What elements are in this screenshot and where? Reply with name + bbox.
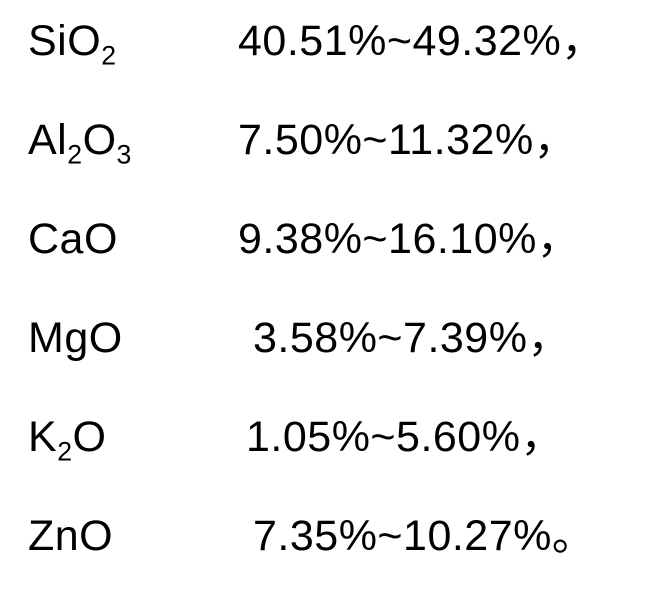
formula-cell: K2O (28, 416, 238, 459)
table-row: SiO2 40.51%~49.32%， (28, 20, 657, 119)
composition-table: SiO2 40.51%~49.32%， Al2O3 7.50%~11.32%， … (0, 0, 657, 601)
formula-cell: Al2O3 (28, 119, 238, 162)
range-cell: 9.38%~16.10%， (238, 218, 580, 261)
table-row: MgO 3.58%~7.39%， (28, 317, 657, 416)
table-row: Al2O3 7.50%~11.32%， (28, 119, 657, 218)
formula-cell: CaO (28, 218, 238, 261)
table-row: CaO 9.38%~16.10%， (28, 218, 657, 317)
formula-cell: SiO2 (28, 20, 238, 63)
range-cell: 40.51%~49.32%， (238, 20, 605, 63)
formula-cell: ZnO (28, 515, 238, 558)
range-cell: 3.58%~7.39%， (238, 317, 571, 360)
table-row: ZnO 7.35%~10.27%。 (28, 515, 657, 601)
range-cell: 7.50%~11.32%， (238, 119, 577, 162)
formula-cell: MgO (28, 317, 238, 360)
range-cell: 1.05%~5.60%， (238, 416, 564, 459)
table-row: K2O 1.05%~5.60%， (28, 416, 657, 515)
range-cell: 7.35%~10.27%。 (238, 515, 595, 558)
